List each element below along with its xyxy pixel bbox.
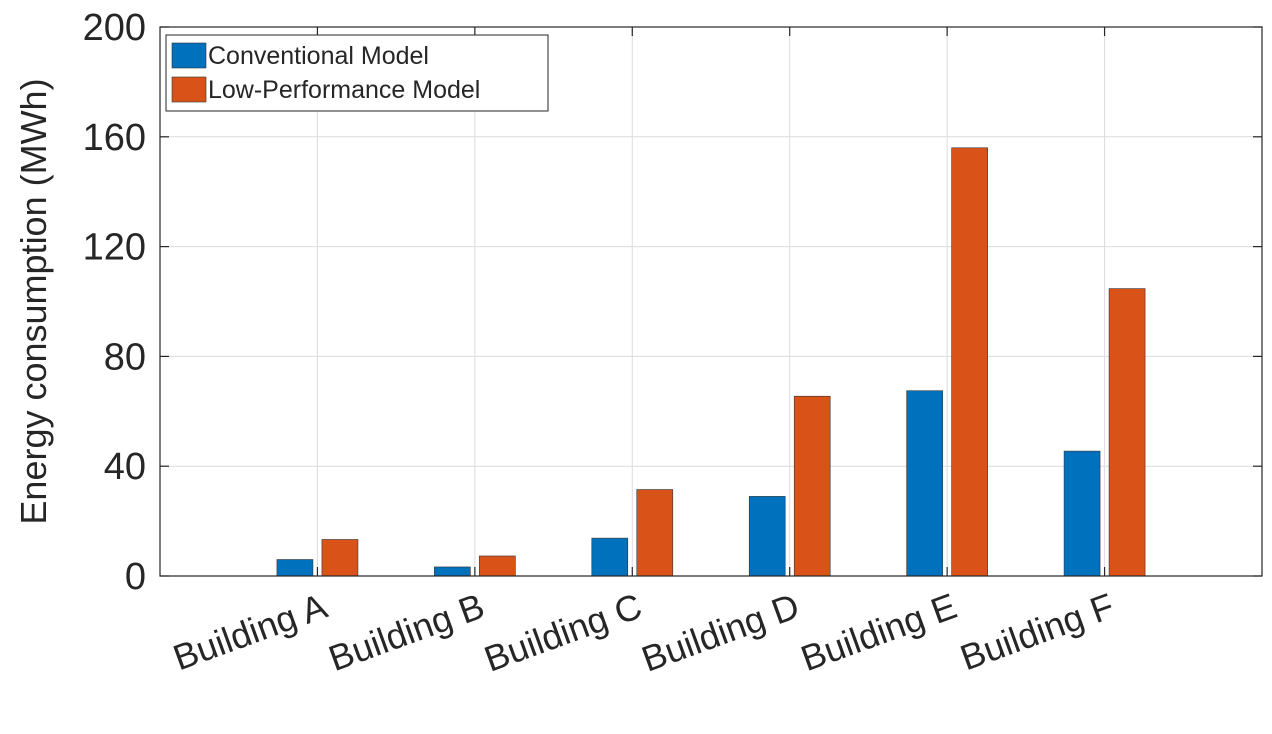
- y-tick-label: 0: [125, 556, 146, 598]
- category-label: Building F: [955, 585, 1119, 678]
- bar-conventional: [434, 566, 471, 577]
- legend-swatch: [171, 76, 207, 103]
- category-label: Building C: [479, 585, 647, 680]
- y-axis-label: Energy consumption (MWh): [13, 78, 54, 524]
- category-label: Building D: [636, 585, 804, 680]
- y-tick-label: 200: [83, 7, 146, 49]
- bar-conventional: [748, 496, 786, 577]
- category-label: Building A: [168, 585, 332, 678]
- y-tick-label: 80: [104, 336, 146, 378]
- plot-area-frame: [159, 26, 1263, 577]
- legend-entry: Low-Performance Model: [208, 76, 480, 104]
- y-tick-label: 160: [83, 117, 146, 159]
- y-tick-label: 120: [83, 227, 146, 269]
- bar-conventional: [276, 559, 314, 577]
- category-label: Building B: [323, 585, 489, 679]
- y-axis-ticks: 0 40 80 120 160 200: [83, 7, 1262, 598]
- bar-conventional: [1063, 450, 1101, 577]
- legend-entry: Conventional Model: [208, 42, 429, 70]
- bar-low-performance: [951, 147, 988, 577]
- bar-low-performance: [479, 555, 516, 577]
- bar-conventional: [906, 390, 943, 577]
- legend: Conventional Model Low-Performance Model: [165, 34, 549, 112]
- legend-swatch: [171, 42, 207, 69]
- y-tick-label: 40: [104, 446, 146, 488]
- bar-low-performance: [1108, 288, 1146, 577]
- bars: [276, 147, 1146, 577]
- bar-low-performance: [636, 489, 674, 577]
- bar-conventional: [591, 537, 629, 577]
- bar-low-performance: [321, 539, 359, 577]
- bar-low-performance: [793, 395, 831, 577]
- category-label: Building E: [796, 585, 962, 679]
- legend-box: [165, 34, 549, 112]
